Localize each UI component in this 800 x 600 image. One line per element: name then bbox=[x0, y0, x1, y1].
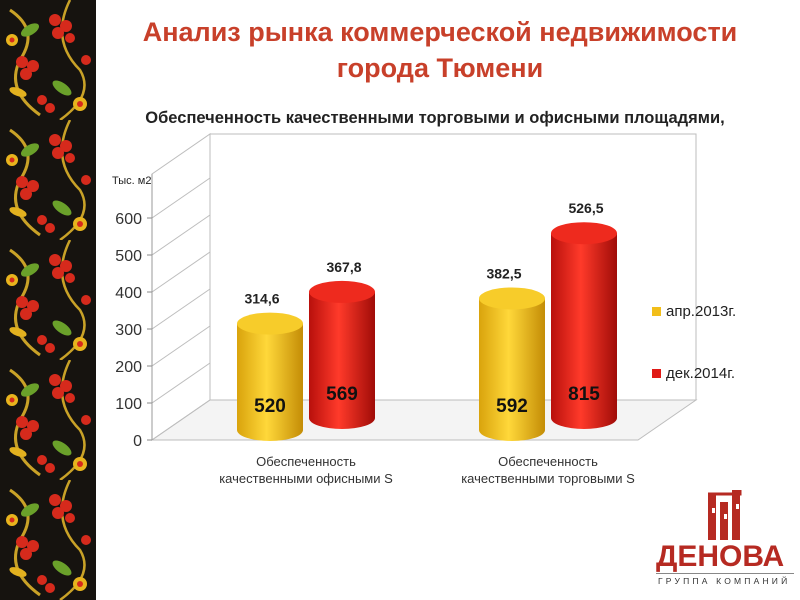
y-gridline bbox=[151, 214, 211, 256]
x-tick-label: Обеспеченность bbox=[498, 454, 598, 469]
logo-tagline: ГРУППА КОМПАНИЙ bbox=[658, 576, 791, 586]
y-tick-label: 0 bbox=[133, 433, 142, 450]
bar-top bbox=[479, 287, 545, 310]
y-gridline bbox=[151, 177, 211, 219]
bar bbox=[551, 233, 617, 429]
bar bbox=[237, 323, 303, 441]
bar-top bbox=[551, 222, 617, 245]
y-gridline bbox=[151, 288, 211, 330]
bar-value-label: 367,8 bbox=[326, 259, 361, 275]
x-tick-label: Обеспеченность bbox=[256, 454, 356, 469]
bar-top bbox=[237, 312, 303, 335]
bar-inner-label: 592 bbox=[496, 396, 528, 417]
y-tick-label: 400 bbox=[115, 285, 142, 302]
logo-name: ДЕНОВА bbox=[656, 540, 785, 573]
logo-divider bbox=[656, 573, 794, 574]
legend-label: дек.2014г. bbox=[666, 365, 735, 382]
legend-label: апр.2013г. bbox=[666, 303, 736, 320]
chart-side-wall bbox=[151, 133, 211, 441]
bar-value-label: 382,5 bbox=[486, 265, 521, 281]
y-gridline bbox=[151, 362, 211, 404]
legend-swatch bbox=[652, 369, 661, 378]
x-tick-label: качественными торговыми S bbox=[461, 471, 635, 486]
bar-value-label: 526,5 bbox=[568, 200, 603, 216]
y-gridline bbox=[151, 399, 211, 441]
bar-inner-label: 520 bbox=[254, 396, 286, 417]
decorative-ornament-border bbox=[0, 0, 96, 600]
y-tick-label: 200 bbox=[115, 359, 142, 376]
slide-title: Анализ рынка коммерческой недвижимости г… bbox=[142, 17, 738, 83]
legend-swatch bbox=[652, 307, 661, 316]
y-axis-label: Тыс. м2 bbox=[112, 175, 151, 187]
y-gridline bbox=[151, 251, 211, 293]
y-gridline bbox=[151, 325, 211, 367]
y-tick-label: 500 bbox=[115, 248, 142, 265]
bar-top bbox=[309, 280, 375, 303]
bar bbox=[309, 291, 375, 429]
bar-value-label: 314,6 bbox=[244, 291, 279, 307]
y-tick-label: 600 bbox=[115, 211, 142, 228]
company-logo bbox=[654, 486, 800, 600]
y-tick-label: 300 bbox=[115, 322, 142, 339]
x-tick-label: качественными офисными S bbox=[219, 471, 393, 486]
bar bbox=[479, 298, 545, 441]
bar-inner-label: 815 bbox=[568, 384, 600, 405]
y-tick-label: 100 bbox=[115, 396, 142, 413]
bar-inner-label: 569 bbox=[326, 384, 358, 405]
